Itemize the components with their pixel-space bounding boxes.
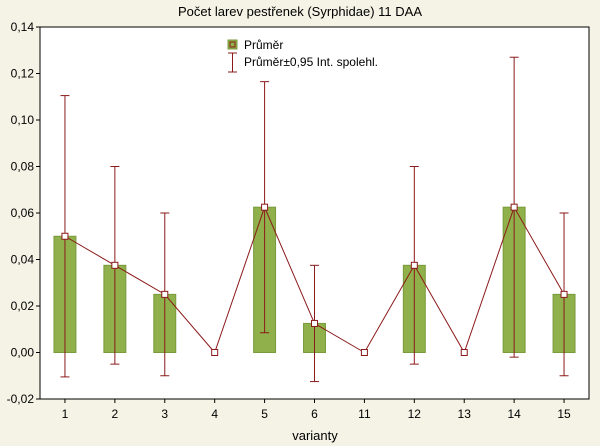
x-tick-label: 4 <box>211 407 218 421</box>
mean-marker <box>510 203 518 211</box>
x-tick-label: 13 <box>458 407 472 421</box>
x-tick-label: 14 <box>507 407 521 421</box>
error-bars-group <box>60 56 569 383</box>
mean-marker <box>161 290 169 298</box>
x-tick-label: 1 <box>62 407 69 421</box>
legend-entry-ci: Průměr±0,95 Int. spolehl. <box>244 55 378 69</box>
x-axis: 1 2 3 4 5 6 11 12 13 14 15 <box>62 399 571 421</box>
x-tick-label: 5 <box>261 407 268 421</box>
y-tick-label: 0,06 <box>11 206 35 220</box>
mean-marker <box>360 349 368 356</box>
mean-marker <box>410 261 418 269</box>
y-tick-label: 0,00 <box>11 346 35 360</box>
legend-marker-swatch <box>229 41 236 48</box>
x-tick-label: 6 <box>311 407 318 421</box>
x-tick-label: 2 <box>112 407 119 421</box>
mean-marker <box>61 232 69 240</box>
x-tick-label: 15 <box>557 407 571 421</box>
chart-title: Počet larev pestřenek (Syrphidae) 11 DAA <box>178 4 422 19</box>
mean-marker <box>261 203 269 211</box>
x-tick-label: 11 <box>358 407 371 421</box>
x-axis-title: varianty <box>292 428 338 443</box>
mean-marker <box>311 319 318 327</box>
legend: Průměr Průměr±0,95 Int. spolehl. <box>227 38 378 73</box>
y-tick-label: 0,14 <box>11 20 35 34</box>
mean-markers-group <box>61 203 568 356</box>
legend-entry-mean: Průměr <box>244 38 283 52</box>
y-tick-label: 0,08 <box>11 160 35 174</box>
mean-marker <box>460 349 468 356</box>
mean-marker <box>211 349 219 356</box>
y-tick-label: 0,12 <box>11 67 35 81</box>
mean-marker <box>111 261 119 269</box>
legend-bar-swatch <box>227 39 238 50</box>
y-tick-label: -0,02 <box>7 392 35 406</box>
y-tick-label: 0,02 <box>11 299 35 313</box>
y-axis: -0,02 0,00 0,02 0,04 0,06 0,08 0,10 0,12 0,14 <box>7 20 40 406</box>
x-tick-label: 3 <box>161 407 168 421</box>
y-tick-label: 0,10 <box>11 113 35 127</box>
x-tick-label: 12 <box>408 407 422 421</box>
y-tick-label: 0,04 <box>11 253 35 267</box>
mean-marker <box>560 290 568 298</box>
